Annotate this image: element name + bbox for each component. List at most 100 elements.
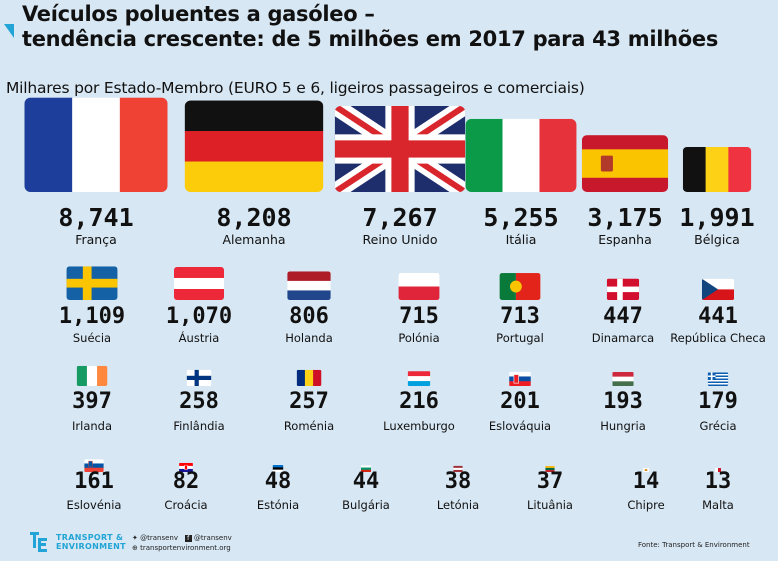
social-links: ✦ @transenv f @transenv ⊕ transportenvir… (132, 533, 232, 553)
flag-poland-icon (398, 273, 440, 301)
country-label: Estónia (257, 498, 299, 512)
te-logo: TRANSPORT & ENVIRONMENT (30, 532, 126, 552)
title-line-1: Veículos poluentes a gasóleo – (22, 2, 375, 26)
flag-portugal-icon (499, 273, 541, 300)
flag-croatia-icon (179, 462, 193, 472)
value-label: 397 (72, 389, 112, 414)
value-label: 5,255 (483, 203, 558, 232)
flag-hungary-icon (612, 371, 634, 386)
flag-luxembourg-icon (407, 371, 431, 386)
flag-greece-icon (707, 372, 729, 386)
flag-belgium-icon (682, 146, 752, 192)
flag-united-kingdom-icon (334, 105, 466, 192)
value-label: 8,208 (216, 203, 291, 232)
accent-triangle (4, 24, 14, 38)
country-label: Itália (506, 232, 537, 247)
chart-title: Veículos poluentes a gasóleo – tendência… (22, 2, 718, 52)
value-label: 3,175 (587, 203, 662, 232)
flag-ireland-icon (76, 365, 108, 386)
country-label: Eslováquia (489, 419, 551, 433)
logo-line-2: ENVIRONMENT (56, 542, 126, 551)
country-label: Eslovénia (67, 498, 122, 512)
country-label: Polónia (398, 331, 439, 345)
country-label: Bélgica (694, 232, 740, 247)
source-note: Fonte: Transport & Environment (638, 541, 750, 549)
country-label: Portugal (496, 331, 544, 345)
value-label: 806 (289, 304, 329, 329)
flag-germany-icon (184, 100, 324, 192)
country-label: Croácia (164, 498, 207, 512)
country-label: Alemanha (222, 232, 285, 247)
value-label: 1,991 (679, 203, 754, 232)
country-label: Lituânia (527, 498, 573, 512)
flag-cyprus-icon (643, 468, 649, 472)
value-label: 14 (633, 469, 660, 494)
value-label: 13 (705, 469, 732, 494)
flag-estonia-icon (272, 465, 284, 473)
flag-malta-icon (715, 468, 721, 472)
flag-czech-republic-icon (701, 278, 735, 301)
twitter-icon: ✦ (132, 534, 138, 542)
chart-subtitle: Milhares por Estado-Membro (EURO 5 e 6, … (6, 79, 585, 97)
country-label: Bulgária (342, 498, 390, 512)
value-label: 1,109 (59, 304, 125, 329)
value-label: 258 (179, 389, 219, 414)
flag-austria-icon (173, 266, 225, 300)
value-label: 44 (353, 469, 380, 494)
website-link[interactable]: transportenvironment.org (140, 544, 231, 552)
country-label: República Checa (670, 331, 766, 345)
country-label: Roménia (284, 419, 334, 433)
flag-spain-icon (581, 135, 669, 192)
flag-romania-icon (296, 369, 322, 386)
te-logo-icon (30, 532, 50, 552)
value-label: 37 (537, 469, 564, 494)
flag-france-icon (24, 97, 168, 192)
facebook-handle[interactable]: @transenv (193, 534, 232, 542)
country-label: Grécia (699, 419, 736, 433)
country-label: Suécia (73, 331, 111, 345)
country-label: Finlândia (173, 419, 224, 433)
value-label: 216 (399, 389, 439, 414)
value-label: 179 (698, 389, 738, 414)
flag-sweden-icon (66, 266, 118, 300)
country-label: Malta (702, 498, 734, 512)
flag-slovenia-icon (84, 459, 104, 472)
value-label: 193 (603, 389, 643, 414)
value-label: 713 (500, 304, 540, 329)
flag-netherlands-icon (287, 271, 331, 300)
value-label: 257 (289, 389, 329, 414)
country-label: Espanha (598, 232, 652, 247)
value-label: 38 (445, 469, 472, 494)
flag-slovakia-icon (509, 371, 531, 387)
flag-bulgaria-icon (360, 465, 372, 472)
country-label: Chipre (627, 498, 664, 512)
country-label: França (75, 232, 117, 247)
country-label: Áustria (179, 330, 220, 345)
value-label: 1,070 (166, 304, 232, 329)
flag-denmark-icon (606, 278, 640, 300)
country-label: Reino Unido (363, 232, 438, 247)
value-label: 447 (603, 304, 643, 329)
logo-line-1: TRANSPORT & (56, 533, 124, 542)
value-label: 201 (500, 389, 540, 414)
value-label: 715 (399, 304, 439, 329)
value-label: 161 (74, 469, 114, 494)
value-label: 441 (698, 304, 738, 329)
title-line-2: tendência crescente: de 5 milhões em 201… (22, 27, 719, 51)
country-label: Hungria (600, 419, 646, 433)
country-label: Letónia (437, 498, 479, 512)
country-label: Irlanda (72, 419, 112, 433)
value-label: 8,741 (58, 203, 133, 232)
value-label: 82 (173, 469, 200, 494)
facebook-icon: f (184, 535, 192, 542)
value-label: 48 (265, 469, 292, 494)
country-label: Dinamarca (592, 331, 654, 345)
globe-icon: ⊕ (132, 544, 138, 552)
flag-latvia-icon (453, 465, 463, 473)
flag-finland-icon (186, 369, 212, 386)
flag-lithuania-icon (545, 465, 555, 473)
twitter-handle[interactable]: @transenv (140, 534, 178, 542)
value-label: 7,267 (362, 203, 437, 232)
country-label: Luxemburgo (383, 419, 455, 433)
